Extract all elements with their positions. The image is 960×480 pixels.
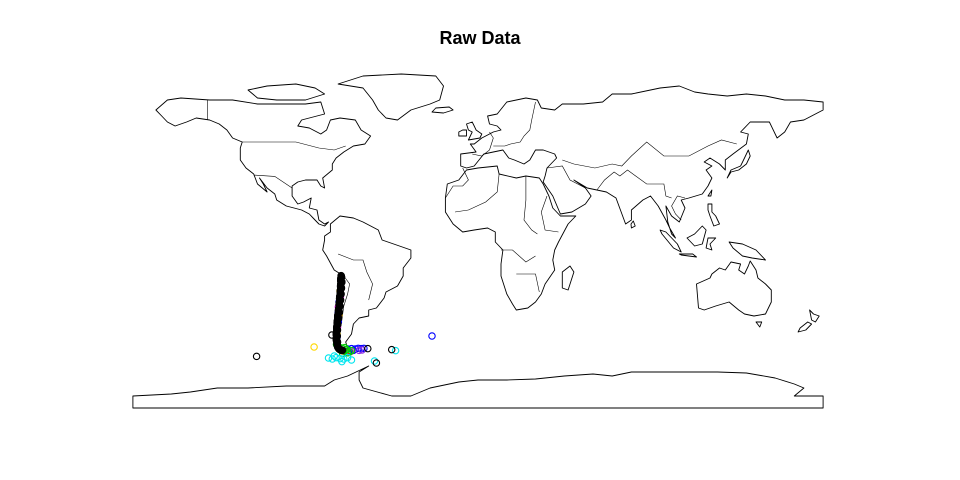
border-line-0 — [242, 141, 346, 151]
observation-point-cyan — [338, 357, 346, 366]
landmass-ireland — [458, 129, 467, 137]
border-line-11 — [493, 101, 536, 147]
landmass-java — [678, 253, 697, 258]
observation-point-green — [347, 346, 356, 355]
landmass-australia — [696, 260, 772, 317]
observation-point-blue — [360, 344, 368, 353]
observation-point-black — [364, 344, 372, 353]
border-line-15 — [671, 195, 686, 221]
border-line-4 — [337, 253, 373, 301]
observation-point-cyan — [370, 357, 379, 365]
landmass-iceland — [431, 106, 454, 114]
observation-points — [252, 271, 436, 367]
landmass-eurasia — [460, 85, 824, 239]
border-line-16 — [472, 131, 494, 157]
landmass-africa — [444, 165, 577, 311]
observation-point-cyan — [391, 346, 400, 355]
border-line-8 — [540, 195, 559, 233]
landmass-taiwan — [707, 189, 713, 197]
border-line-7 — [523, 176, 538, 235]
landmass-borneo — [686, 225, 707, 247]
border-line-14 — [596, 169, 672, 199]
observation-point-purple — [355, 346, 363, 355]
landmass-sri-lanka — [630, 220, 636, 229]
landmass-philippines — [707, 203, 720, 227]
plot-title: Raw Data — [439, 28, 521, 48]
landmass-sulawesi — [705, 237, 717, 251]
observation-point-cyan — [332, 353, 340, 362]
landmass-new-zealand-north — [809, 309, 820, 323]
country-borders — [207, 100, 737, 340]
landmass-antarctica — [132, 365, 824, 409]
observation-point-black — [372, 359, 381, 367]
border-line-9 — [516, 273, 540, 293]
landmass-arctic-islands — [247, 83, 326, 101]
border-line-13 — [562, 139, 737, 169]
landmass-madagascar — [561, 265, 575, 291]
landmass-new-zealand-south — [797, 321, 813, 333]
landmass-greenland — [337, 73, 444, 121]
border-line-1 — [253, 174, 293, 189]
observation-point-cyan — [343, 353, 352, 362]
observation-point-blue — [428, 332, 436, 340]
observation-point-cyan — [347, 356, 356, 364]
border-line-12 — [546, 165, 586, 189]
coastlines — [132, 73, 824, 409]
border-line-5 — [445, 167, 469, 199]
landmass-new-guinea — [728, 241, 766, 261]
landmass-great-britain — [466, 121, 483, 141]
landmass-tasmania — [755, 321, 763, 328]
border-line-6 — [454, 173, 500, 213]
landmass-japan — [726, 149, 751, 179]
observation-point-black — [387, 345, 396, 354]
landmass-south-america — [322, 215, 412, 351]
landmass-north-america — [155, 97, 372, 227]
border-line-10 — [501, 249, 536, 263]
observation-point-yellow — [310, 343, 318, 351]
landmass-sumatra — [659, 229, 682, 253]
observation-point-black — [252, 352, 261, 361]
observation-point-cyan — [330, 352, 338, 360]
observation-point-track — [338, 346, 347, 355]
